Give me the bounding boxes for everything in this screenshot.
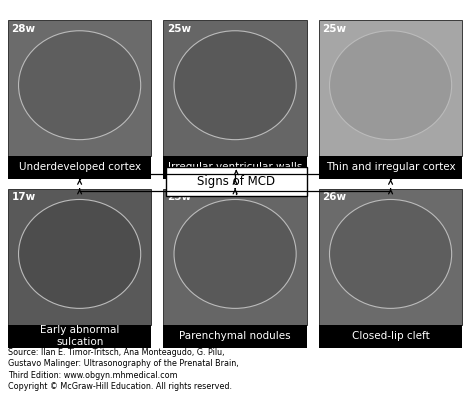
Text: Thin and irregular cortex: Thin and irregular cortex — [326, 162, 456, 172]
FancyBboxPatch shape — [163, 156, 307, 179]
FancyBboxPatch shape — [319, 156, 463, 179]
FancyBboxPatch shape — [319, 325, 463, 348]
Text: Closed-lip cleft: Closed-lip cleft — [352, 331, 429, 341]
Text: Source: Ilan E. Timor-Tritsch, Ana Monteagudo, G. Pilu,
Gustavo Malinger: Ultras: Source: Ilan E. Timor-Tritsch, Ana Monte… — [8, 348, 238, 391]
Text: 25w: 25w — [322, 24, 346, 34]
Text: Parenchymal nodules: Parenchymal nodules — [179, 331, 291, 341]
Text: 28w: 28w — [11, 24, 36, 34]
Ellipse shape — [329, 31, 452, 140]
Ellipse shape — [18, 31, 141, 140]
FancyBboxPatch shape — [8, 156, 152, 179]
Ellipse shape — [174, 31, 296, 140]
FancyBboxPatch shape — [319, 20, 463, 156]
FancyBboxPatch shape — [163, 325, 307, 348]
FancyBboxPatch shape — [165, 168, 307, 196]
Text: 26w: 26w — [322, 192, 346, 202]
Ellipse shape — [329, 200, 452, 308]
Ellipse shape — [18, 200, 141, 308]
Text: 25w: 25w — [167, 192, 191, 202]
Text: Irregular ventricular walls: Irregular ventricular walls — [168, 162, 302, 172]
FancyBboxPatch shape — [163, 189, 307, 325]
FancyBboxPatch shape — [319, 189, 463, 325]
FancyBboxPatch shape — [8, 20, 152, 156]
Text: 25w: 25w — [167, 24, 191, 34]
FancyBboxPatch shape — [163, 20, 307, 156]
FancyBboxPatch shape — [8, 189, 152, 325]
Ellipse shape — [174, 200, 296, 308]
Text: 17w: 17w — [11, 192, 36, 202]
Text: Underdeveloped cortex: Underdeveloped cortex — [18, 162, 141, 172]
Text: Signs of MCD: Signs of MCD — [197, 176, 275, 188]
Text: Early abnormal
sulcation: Early abnormal sulcation — [40, 326, 119, 347]
FancyBboxPatch shape — [8, 325, 152, 348]
